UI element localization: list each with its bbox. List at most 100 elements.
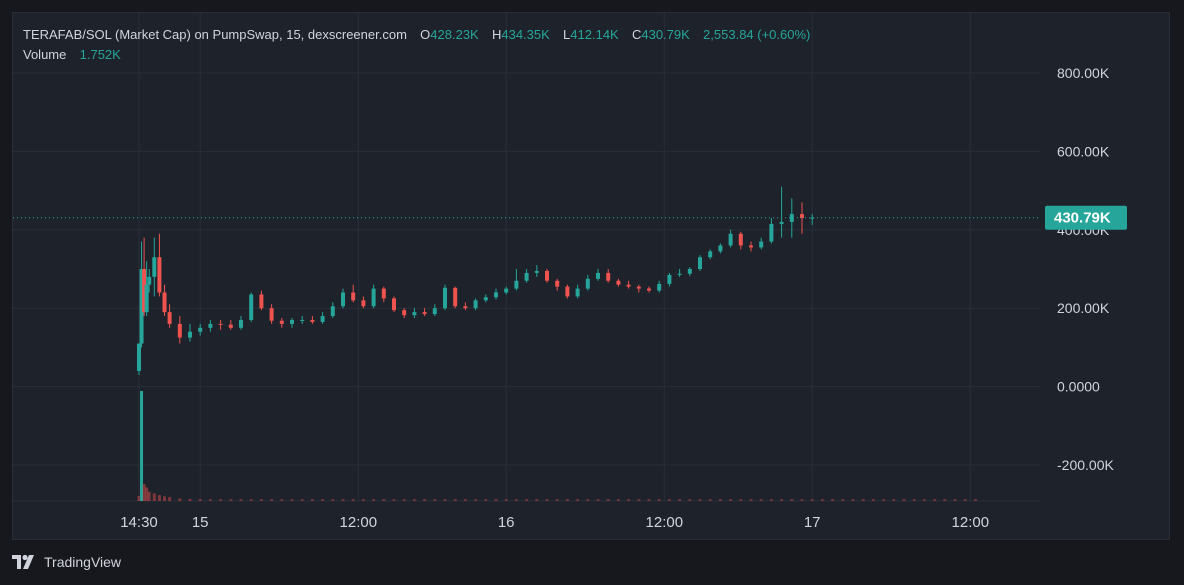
symbol-title[interactable]: TERAFAB/SOL (Market Cap) on PumpSwap, 15… [23,27,407,42]
open-value: 428.23K [430,27,479,42]
candlestick-chart[interactable]: 800.00K600.00K400.00K200.00K0.0000-200.0… [13,13,1169,539]
x-tick-label: 17 [804,514,821,531]
candle-body [779,221,784,224]
volume-bar [892,499,896,501]
volume-bar [973,499,977,501]
volume-bar [790,499,794,501]
candle-body [167,312,172,324]
volume-bar [157,495,161,501]
volume-bar [902,499,906,501]
candle-body [392,298,396,311]
candle-body [616,280,621,285]
volume-bar [555,499,559,501]
candle-body [228,324,233,328]
volume-bar [178,498,182,501]
volume-bar [142,484,146,501]
volume-bar [708,499,712,501]
volume-bar [412,499,416,501]
candle-body [432,308,437,315]
volume-bar [759,499,763,501]
volume-bar [290,499,294,501]
volume-bar [718,499,722,501]
y-tick-label: 200.00K [1057,300,1110,316]
legend-ohlc-row: TERAFAB/SOL (Market Cap) on PumpSwap, 15… [23,25,810,45]
volume-bar [463,499,467,501]
volume-bar [729,499,733,501]
volume-bar [331,499,335,501]
volume-bar [300,499,304,501]
candle-body [310,319,315,322]
volume-bar [494,499,498,501]
volume-bar [882,499,886,501]
volume-bar [688,499,692,501]
candle-body [351,292,356,301]
candle-body [361,300,366,307]
volume-bar [382,499,386,501]
volume-bar [565,499,569,501]
volume-bar [933,499,937,501]
volume-bar [310,499,314,501]
candle-body [188,331,192,338]
candle-body [647,288,651,291]
volume-bar [198,499,202,501]
volume-bar [514,499,518,501]
volume-bar [259,499,263,501]
chart-frame[interactable]: 800.00K 600.00K 400.00K 200.00K 0.0000 -200.0… [12,12,1170,540]
volume-bar [586,499,590,501]
footer: TradingView [12,554,121,570]
volume-bar [433,499,437,501]
volume-bar [474,499,478,501]
volume-bar [208,499,212,501]
candle-body [443,287,447,309]
candle-body [300,319,305,321]
x-tick-label: 12:00 [340,514,378,531]
volume-bar [525,499,529,501]
low-value: 412.14K [570,27,619,42]
volume-bar [841,499,845,501]
candle-body [320,316,325,322]
close-label: C [631,27,642,42]
axis-layer: 800.00K600.00K400.00K200.00K0.0000-200.0… [13,65,1127,531]
volume-bar [596,499,600,501]
candle-layer [137,186,815,375]
y-tick-label: -200.00K [1057,457,1114,473]
legend-volume-row: Volume 1.752K [23,45,810,65]
volume-bar [647,499,651,501]
candle-body [279,320,284,324]
candle-body [555,280,560,287]
volume-bar [657,499,661,501]
volume-bar [922,499,926,501]
volume-bar [147,491,151,501]
candle-body [585,278,590,289]
volume-bar [678,499,682,501]
volume-bar [943,499,947,501]
tradingview-logo-icon[interactable] [12,554,38,570]
volume-bar [953,499,957,501]
footer-brand[interactable]: TradingView [44,554,122,570]
candle-body [708,251,713,258]
volume-bar [392,499,396,501]
volume-bar [423,499,427,501]
candle-body [371,288,376,307]
volume-bar [219,499,223,501]
candle-body [494,292,498,298]
candle-body [759,241,764,248]
candle-body [198,327,203,332]
volume-bar [535,499,539,501]
volume-bar [698,499,702,501]
candle-body [259,294,264,309]
volume-bar [145,487,149,501]
volume-bar [484,499,488,501]
volume-bar [137,495,141,501]
candle-body [524,272,529,281]
volume-bar [749,499,753,501]
volume-bar [152,493,156,501]
candle-body [422,312,427,315]
close-value: 430.79K [641,27,690,42]
y-tick-label: 800.00K [1057,65,1110,81]
candle-body [728,233,733,246]
x-tick-label: 12:00 [952,514,990,531]
candle-body [290,319,294,324]
volume-bar [820,499,824,501]
volume-bar [402,499,406,501]
